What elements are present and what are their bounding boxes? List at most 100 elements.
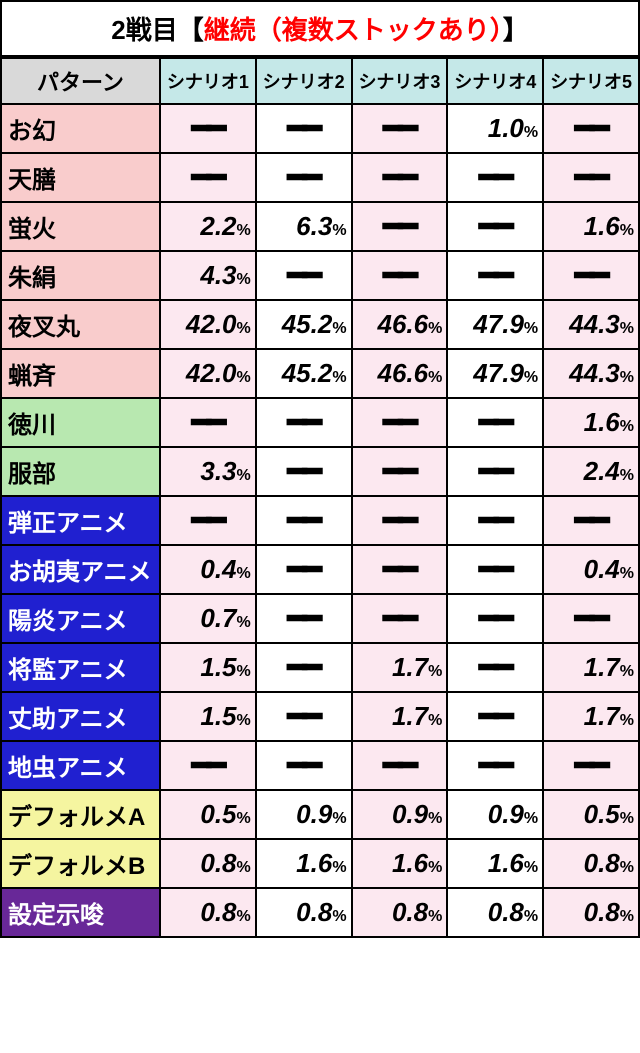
table-row: 丈助アニメ1.5%━━1.7%━━1.7% xyxy=(1,692,639,741)
table-row: 将監アニメ1.5%━━1.7%━━1.7% xyxy=(1,643,639,692)
cell-value: ━━ xyxy=(160,496,256,545)
cell-value: 1.6% xyxy=(543,398,639,447)
row-label: 設定示唆 xyxy=(1,888,160,937)
cell-value: ━━ xyxy=(543,496,639,545)
cell-value: 47.9% xyxy=(447,300,543,349)
cell-value: 1.6% xyxy=(447,839,543,888)
cell-value: 1.0% xyxy=(447,104,543,153)
header-scenario-4: シナリオ4 xyxy=(447,58,543,104)
table-row: 陽炎アニメ0.7%━━━━━━━━ xyxy=(1,594,639,643)
cell-value: 1.6% xyxy=(256,839,352,888)
cell-value: 46.6% xyxy=(352,300,448,349)
cell-value: ━━ xyxy=(543,104,639,153)
cell-value: ━━ xyxy=(352,251,448,300)
cell-value: ━━ xyxy=(447,643,543,692)
cell-value: ━━ xyxy=(160,153,256,202)
table-row: デフォルメB0.8%1.6%1.6%1.6%0.8% xyxy=(1,839,639,888)
cell-value: ━━ xyxy=(447,202,543,251)
cell-value: 42.0% xyxy=(160,349,256,398)
title-prefix: 2戦目【 xyxy=(111,15,203,45)
cell-value: 44.3% xyxy=(543,300,639,349)
cell-value: 3.3% xyxy=(160,447,256,496)
cell-value: 42.0% xyxy=(160,300,256,349)
cell-value: 0.9% xyxy=(352,790,448,839)
cell-value: ━━ xyxy=(256,398,352,447)
table-row: 朱絹4.3%━━━━━━━━ xyxy=(1,251,639,300)
cell-value: 2.2% xyxy=(160,202,256,251)
cell-value: ━━ xyxy=(256,496,352,545)
table-row: デフォルメA0.5%0.9%0.9%0.9%0.5% xyxy=(1,790,639,839)
row-label: 徳川 xyxy=(1,398,160,447)
cell-value: ━━ xyxy=(256,251,352,300)
cell-value: 0.7% xyxy=(160,594,256,643)
cell-value: ━━ xyxy=(256,447,352,496)
cell-value: 46.6% xyxy=(352,349,448,398)
header-scenario-1: シナリオ1 xyxy=(160,58,256,104)
cell-value: ━━ xyxy=(447,447,543,496)
row-label: お胡夷アニメ xyxy=(1,545,160,594)
cell-value: ━━ xyxy=(447,496,543,545)
cell-value: ━━ xyxy=(160,104,256,153)
row-label: デフォルメA xyxy=(1,790,160,839)
cell-value: ━━ xyxy=(543,251,639,300)
cell-value: ━━ xyxy=(256,741,352,790)
cell-value: 1.6% xyxy=(352,839,448,888)
cell-value: ━━ xyxy=(447,545,543,594)
cell-value: ━━ xyxy=(447,594,543,643)
cell-value: ━━ xyxy=(447,741,543,790)
cell-value: ━━ xyxy=(256,594,352,643)
cell-value: 1.7% xyxy=(543,643,639,692)
cell-value: ━━ xyxy=(352,398,448,447)
table-row: 夜叉丸42.0%45.2%46.6%47.9%44.3% xyxy=(1,300,639,349)
cell-value: ━━ xyxy=(352,202,448,251)
cell-value: 44.3% xyxy=(543,349,639,398)
table-row: 服部3.3%━━━━━━2.4% xyxy=(1,447,639,496)
cell-value: 45.2% xyxy=(256,300,352,349)
cell-value: 1.7% xyxy=(352,643,448,692)
cell-value: ━━ xyxy=(447,153,543,202)
row-label: 丈助アニメ xyxy=(1,692,160,741)
table-row: お胡夷アニメ0.4%━━━━━━0.4% xyxy=(1,545,639,594)
cell-value: ━━ xyxy=(352,545,448,594)
cell-value: ━━ xyxy=(160,398,256,447)
header-pattern: パターン xyxy=(1,58,160,104)
title-highlight: 継続（複数ストックあり） xyxy=(204,15,503,45)
cell-value: ━━ xyxy=(447,398,543,447)
cell-value: 1.7% xyxy=(352,692,448,741)
cell-value: 1.5% xyxy=(160,643,256,692)
row-label: 夜叉丸 xyxy=(1,300,160,349)
header-scenario-3: シナリオ3 xyxy=(352,58,448,104)
cell-value: ━━ xyxy=(543,153,639,202)
row-label: 将監アニメ xyxy=(1,643,160,692)
table-row: お幻━━━━━━1.0%━━ xyxy=(1,104,639,153)
cell-value: 1.7% xyxy=(543,692,639,741)
cell-value: ━━ xyxy=(256,153,352,202)
cell-value: ━━ xyxy=(256,692,352,741)
header-scenario-5: シナリオ5 xyxy=(543,58,639,104)
cell-value: ━━ xyxy=(256,643,352,692)
cell-value: 1.5% xyxy=(160,692,256,741)
cell-value: ━━ xyxy=(256,545,352,594)
cell-value: 0.9% xyxy=(256,790,352,839)
cell-value: 0.8% xyxy=(543,839,639,888)
row-label: 蝋斉 xyxy=(1,349,160,398)
cell-value: ━━ xyxy=(543,741,639,790)
cell-value: ━━ xyxy=(447,251,543,300)
cell-value: 6.3% xyxy=(256,202,352,251)
probability-table: パターン シナリオ1 シナリオ2 シナリオ3 シナリオ4 シナリオ5 お幻━━━… xyxy=(0,57,640,938)
cell-value: 45.2% xyxy=(256,349,352,398)
cell-value: ━━ xyxy=(352,447,448,496)
cell-value: 0.8% xyxy=(447,888,543,937)
table-row: 地虫アニメ━━━━━━━━━━ xyxy=(1,741,639,790)
row-label: 服部 xyxy=(1,447,160,496)
cell-value: ━━ xyxy=(352,153,448,202)
cell-value: 0.4% xyxy=(160,545,256,594)
row-label: 陽炎アニメ xyxy=(1,594,160,643)
cell-value: 1.6% xyxy=(543,202,639,251)
cell-value: 4.3% xyxy=(160,251,256,300)
table-row: 徳川━━━━━━━━1.6% xyxy=(1,398,639,447)
cell-value: 0.8% xyxy=(543,888,639,937)
cell-value: 0.8% xyxy=(256,888,352,937)
row-label: 弾正アニメ xyxy=(1,496,160,545)
cell-value: ━━ xyxy=(256,104,352,153)
